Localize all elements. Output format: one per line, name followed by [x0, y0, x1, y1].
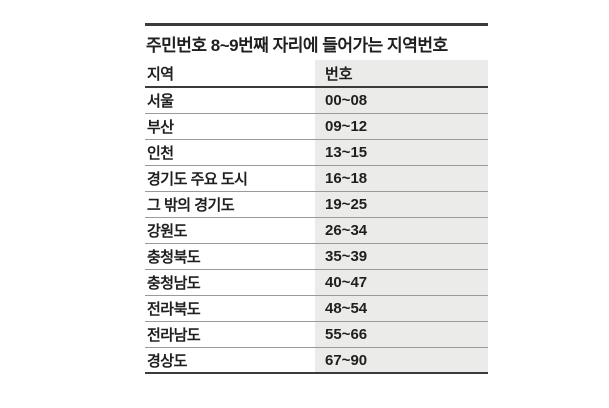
table-row: 전라북도 48~54 [145, 296, 488, 322]
table-row: 강원도 26~34 [145, 218, 488, 244]
table-row: 경상도 67~90 [145, 348, 488, 374]
code-cell: 40~47 [315, 270, 488, 295]
table-row: 부산 09~12 [145, 114, 488, 140]
code-cell: 09~12 [315, 114, 488, 139]
table-row: 서울 00~08 [145, 88, 488, 114]
code-cell: 13~15 [315, 140, 488, 165]
table-row: 전라남도 55~66 [145, 322, 488, 348]
region-cell: 전라북도 [147, 301, 201, 318]
code-cell: 55~66 [315, 322, 488, 347]
code-cell: 26~34 [315, 218, 488, 243]
table-row: 그 밖의 경기도 19~25 [145, 192, 488, 218]
column-header-region: 지역 [147, 65, 174, 83]
code-cell: 48~54 [315, 296, 488, 321]
region-cell: 충청북도 [147, 249, 201, 266]
region-code-table: 주민번호 8~9번째 자리에 들어가는 지역번호 지역 번호 서울 00~08 … [145, 23, 488, 374]
region-cell: 그 밖의 경기도 [147, 197, 235, 214]
region-cell: 부산 [147, 119, 174, 136]
table-row: 충청남도 40~47 [145, 270, 488, 296]
table-row: 경기도 주요 도시 16~18 [145, 166, 488, 192]
region-cell: 인천 [147, 145, 174, 162]
table-row: 인천 13~15 [145, 140, 488, 166]
code-cell: 19~25 [315, 192, 488, 217]
table-title: 주민번호 8~9번째 자리에 들어가는 지역번호 [146, 35, 448, 55]
region-cell: 경상도 [147, 352, 187, 370]
table-body: 서울 00~08 부산 09~12 인천 13~15 경기도 주요 도시 16~… [145, 88, 488, 374]
code-cell: 35~39 [315, 244, 488, 269]
table-row: 충청북도 35~39 [145, 244, 488, 270]
region-cell: 충청남도 [147, 275, 201, 292]
code-cell: 00~08 [315, 88, 488, 113]
code-cell: 67~90 [315, 348, 488, 372]
region-cell: 전라남도 [147, 327, 201, 344]
table-top-border [145, 23, 488, 26]
region-cell: 서울 [147, 93, 174, 110]
code-cell: 16~18 [315, 166, 488, 191]
column-header-code: 번호 [315, 60, 488, 86]
table-header-row: 지역 번호 [145, 60, 488, 88]
region-cell: 경기도 주요 도시 [147, 171, 248, 188]
region-cell: 강원도 [147, 223, 187, 240]
